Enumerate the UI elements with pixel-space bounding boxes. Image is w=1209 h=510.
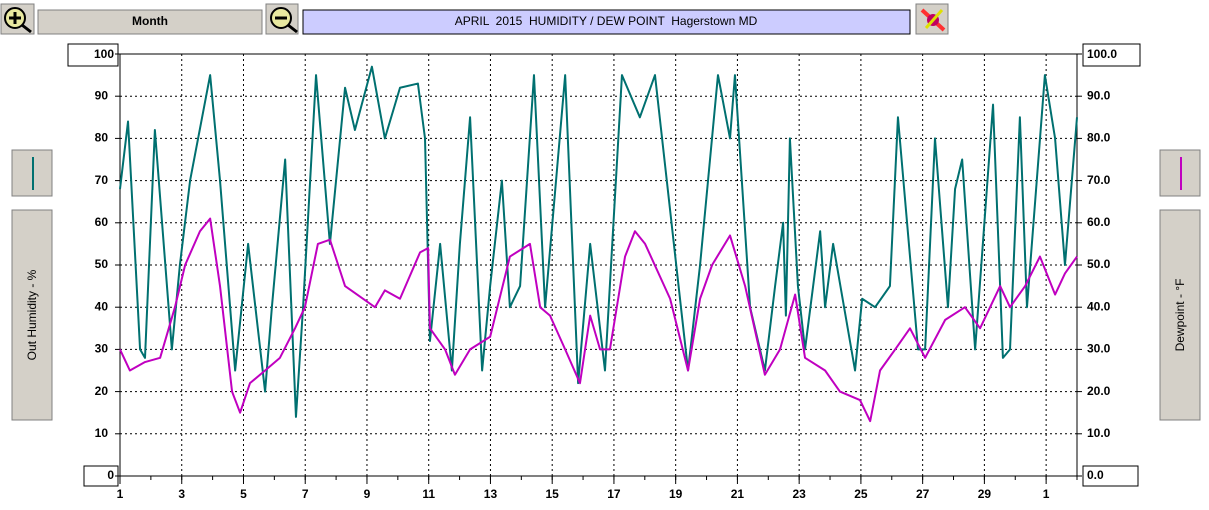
- x-tick-label: 3: [178, 487, 185, 501]
- y2-tick-label: 0.0: [1087, 468, 1104, 482]
- y2-tick-label: 100.0: [1087, 47, 1117, 61]
- y-tick-label: 20: [95, 384, 109, 398]
- y2-max-box[interactable]: [1082, 43, 1141, 67]
- y2-tick-label: 60.0: [1087, 215, 1111, 229]
- x-tick-label: 27: [916, 487, 930, 501]
- y2-tick-label: 30.0: [1087, 342, 1111, 356]
- y-tick-label: 50: [95, 257, 109, 271]
- y-tick-label: 80: [95, 131, 109, 145]
- x-tick-label: 23: [792, 487, 806, 501]
- x-tick-label: 9: [364, 487, 371, 501]
- y2-tick-label: 10.0: [1087, 426, 1111, 440]
- y2-min-box[interactable]: [1082, 465, 1139, 487]
- y2-tick-label: 80.0: [1087, 131, 1111, 145]
- month-button[interactable]: [37, 9, 263, 35]
- y2-tick-label: 20.0: [1087, 384, 1111, 398]
- x-tick-label: 25: [854, 487, 868, 501]
- x-tick-label: 13: [484, 487, 498, 501]
- series-line: [119, 65, 1078, 418]
- series-line: [119, 217, 1078, 423]
- y-max-box[interactable]: [67, 43, 119, 67]
- chart-title: APRIL 2015 HUMIDITY / DEW POINT Hagersto…: [455, 14, 758, 28]
- y2-axis-label-box: [1159, 209, 1201, 421]
- x-tick-label: 11: [422, 487, 435, 501]
- x-tick-label: 1: [1043, 487, 1050, 501]
- y-axis-label-box: [11, 209, 53, 421]
- y-axis-label: Out Humidity - %: [25, 269, 39, 360]
- y-tick-label: 40: [95, 299, 109, 313]
- x-tick-label: 7: [302, 487, 309, 501]
- x-tick-label: 17: [607, 487, 621, 501]
- x-tick-label: 29: [978, 487, 992, 501]
- y-tick-label: 90: [95, 88, 109, 102]
- y-tick-label: 60: [95, 215, 109, 229]
- x-tick-label: 15: [546, 487, 560, 501]
- zoom-out-button[interactable]: [265, 3, 299, 35]
- x-tick-label: 1: [117, 487, 124, 501]
- y-tick-label: 0: [107, 468, 114, 482]
- y-tick-label: 100: [94, 47, 114, 61]
- title-box: [302, 9, 911, 35]
- y-tick-label: 10: [95, 426, 109, 440]
- x-tick-label: 5: [240, 487, 247, 501]
- y-tick-label: 70: [95, 173, 109, 187]
- y2-tick-label: 40.0: [1087, 299, 1111, 313]
- y-tick-label: 30: [95, 342, 109, 356]
- y2-tick-label: 90.0: [1087, 88, 1111, 102]
- month-button-label[interactable]: Month: [132, 14, 168, 28]
- y2-axis-label: Dewpoint - °F: [1173, 279, 1187, 352]
- y2-tick-label: 50.0: [1087, 257, 1111, 271]
- x-tick-label: 19: [669, 487, 683, 501]
- y2-tick-label: 70.0: [1087, 173, 1111, 187]
- zoom-in-button[interactable]: [0, 3, 35, 35]
- settings-button[interactable]: [915, 3, 949, 35]
- x-tick-label: 21: [731, 487, 745, 501]
